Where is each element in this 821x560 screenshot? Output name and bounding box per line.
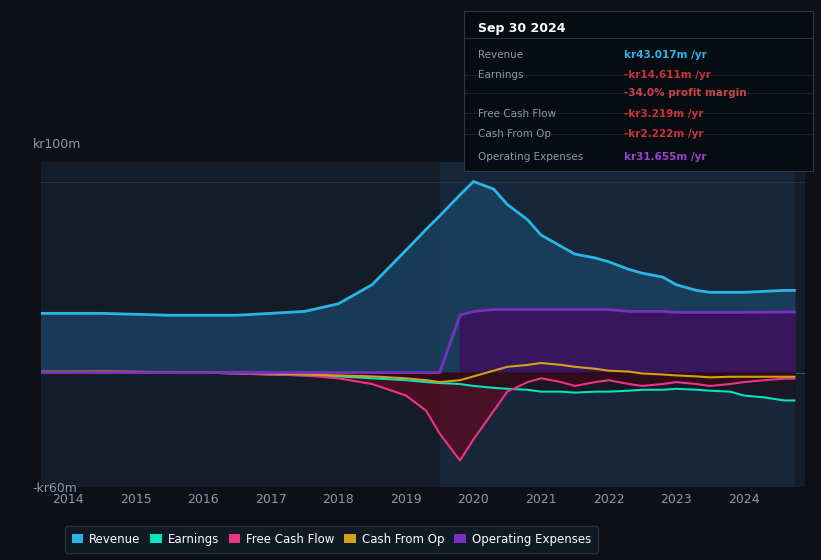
Text: -kr3.219m /yr: -kr3.219m /yr [624, 109, 704, 119]
Text: -kr14.611m /yr: -kr14.611m /yr [624, 70, 711, 80]
Text: kr100m: kr100m [33, 138, 81, 151]
Text: -kr60m: -kr60m [33, 482, 78, 494]
Bar [440, 162, 795, 487]
Text: Sep 30 2024: Sep 30 2024 [478, 22, 566, 35]
Text: kr31.655m /yr: kr31.655m /yr [624, 152, 707, 162]
Text: Operating Expenses: Operating Expenses [478, 152, 583, 162]
Text: Free Cash Flow: Free Cash Flow [478, 109, 556, 119]
Text: Earnings: Earnings [478, 70, 523, 80]
Text: kr43.017m /yr: kr43.017m /yr [624, 49, 707, 59]
Text: Cash From Op: Cash From Op [478, 129, 551, 139]
Text: -kr2.222m /yr: -kr2.222m /yr [624, 129, 704, 139]
Legend: Revenue, Earnings, Free Cash Flow, Cash From Op, Operating Expenses: Revenue, Earnings, Free Cash Flow, Cash … [65, 526, 598, 553]
Text: Revenue: Revenue [478, 49, 523, 59]
Text: -34.0% profit margin: -34.0% profit margin [624, 88, 747, 98]
